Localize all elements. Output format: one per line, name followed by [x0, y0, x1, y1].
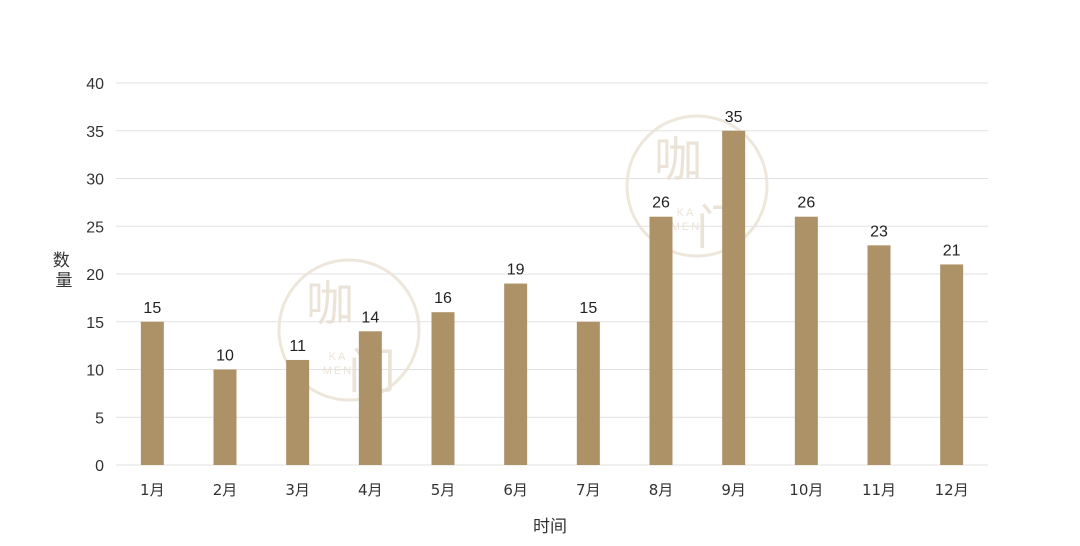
y-tick-label: 25 — [86, 219, 104, 236]
y-tick-label: 40 — [86, 76, 104, 93]
data-label: 15 — [579, 300, 597, 317]
x-tick-label: 3月 — [285, 481, 310, 499]
y-axis-title: 数 量 — [53, 251, 75, 291]
bar — [431, 312, 455, 465]
x-tick-labels: 1月 2月 3月 4月 5月 6月 7月 8月 9月 10月 11月 12月 — [140, 481, 969, 499]
y-tick-label: 35 — [86, 124, 104, 141]
x-tick-label: 10月 — [789, 481, 823, 499]
x-tick-label: 1月 — [140, 481, 165, 499]
x-tick-label: 4月 — [358, 481, 383, 499]
bar — [286, 359, 310, 465]
watermark-subtext: KA — [677, 207, 696, 219]
watermark-subtext: MEN — [323, 365, 353, 377]
bar — [576, 321, 600, 465]
data-label: 11 — [289, 338, 306, 355]
data-label: 26 — [797, 195, 815, 212]
bar — [504, 283, 528, 465]
y-tick-labels: 0 5 10 15 20 25 30 35 40 — [86, 76, 104, 475]
y-tick-label: 5 — [95, 410, 104, 427]
bar — [867, 245, 891, 465]
x-tick-label: 9月 — [721, 481, 746, 499]
x-tick-label: 6月 — [503, 481, 528, 499]
bar — [213, 369, 237, 465]
bar — [358, 331, 382, 465]
x-tick-label: 8月 — [649, 481, 674, 499]
y-axis-title-char: 量 — [56, 271, 73, 291]
x-tick-label: 7月 — [576, 481, 601, 499]
data-label: 16 — [434, 290, 452, 307]
data-label: 10 — [216, 348, 234, 365]
bar — [649, 216, 673, 465]
y-gridlines — [116, 82, 988, 466]
x-axis-title: 时间 — [533, 517, 567, 537]
data-label: 21 — [943, 242, 961, 259]
x-tick-label: 12月 — [935, 481, 969, 499]
bar — [940, 264, 964, 465]
x-tick-label: 2月 — [213, 481, 238, 499]
watermark-logo: 咖 门 KA MEN — [625, 114, 769, 258]
y-tick-label: 15 — [86, 315, 104, 332]
data-label: 26 — [652, 195, 670, 212]
watermark-glyph: 咖 — [306, 276, 354, 332]
watermark-glyph: 咖 — [654, 132, 702, 188]
x-tick-label: 5月 — [431, 481, 456, 499]
y-axis-title-char: 数 — [53, 251, 70, 271]
bar — [722, 130, 746, 465]
watermark-subtext: KA — [329, 351, 348, 363]
y-tick-label: 0 — [95, 458, 104, 475]
y-tick-label: 10 — [86, 363, 104, 380]
data-label: 14 — [361, 309, 379, 326]
data-label: 23 — [870, 223, 888, 240]
bar — [794, 216, 818, 465]
data-labels: 15 10 11 14 16 19 15 26 35 26 23 21 — [143, 109, 960, 365]
y-tick-label: 30 — [86, 172, 104, 189]
bar-series — [140, 130, 964, 465]
data-label: 35 — [725, 109, 743, 126]
bar — [140, 321, 164, 465]
watermark-subtext: MEN — [671, 221, 701, 233]
y-tick-label: 20 — [86, 267, 104, 284]
data-label: 15 — [143, 300, 161, 317]
x-tick-label: 11月 — [862, 481, 896, 499]
data-label: 19 — [507, 262, 525, 279]
